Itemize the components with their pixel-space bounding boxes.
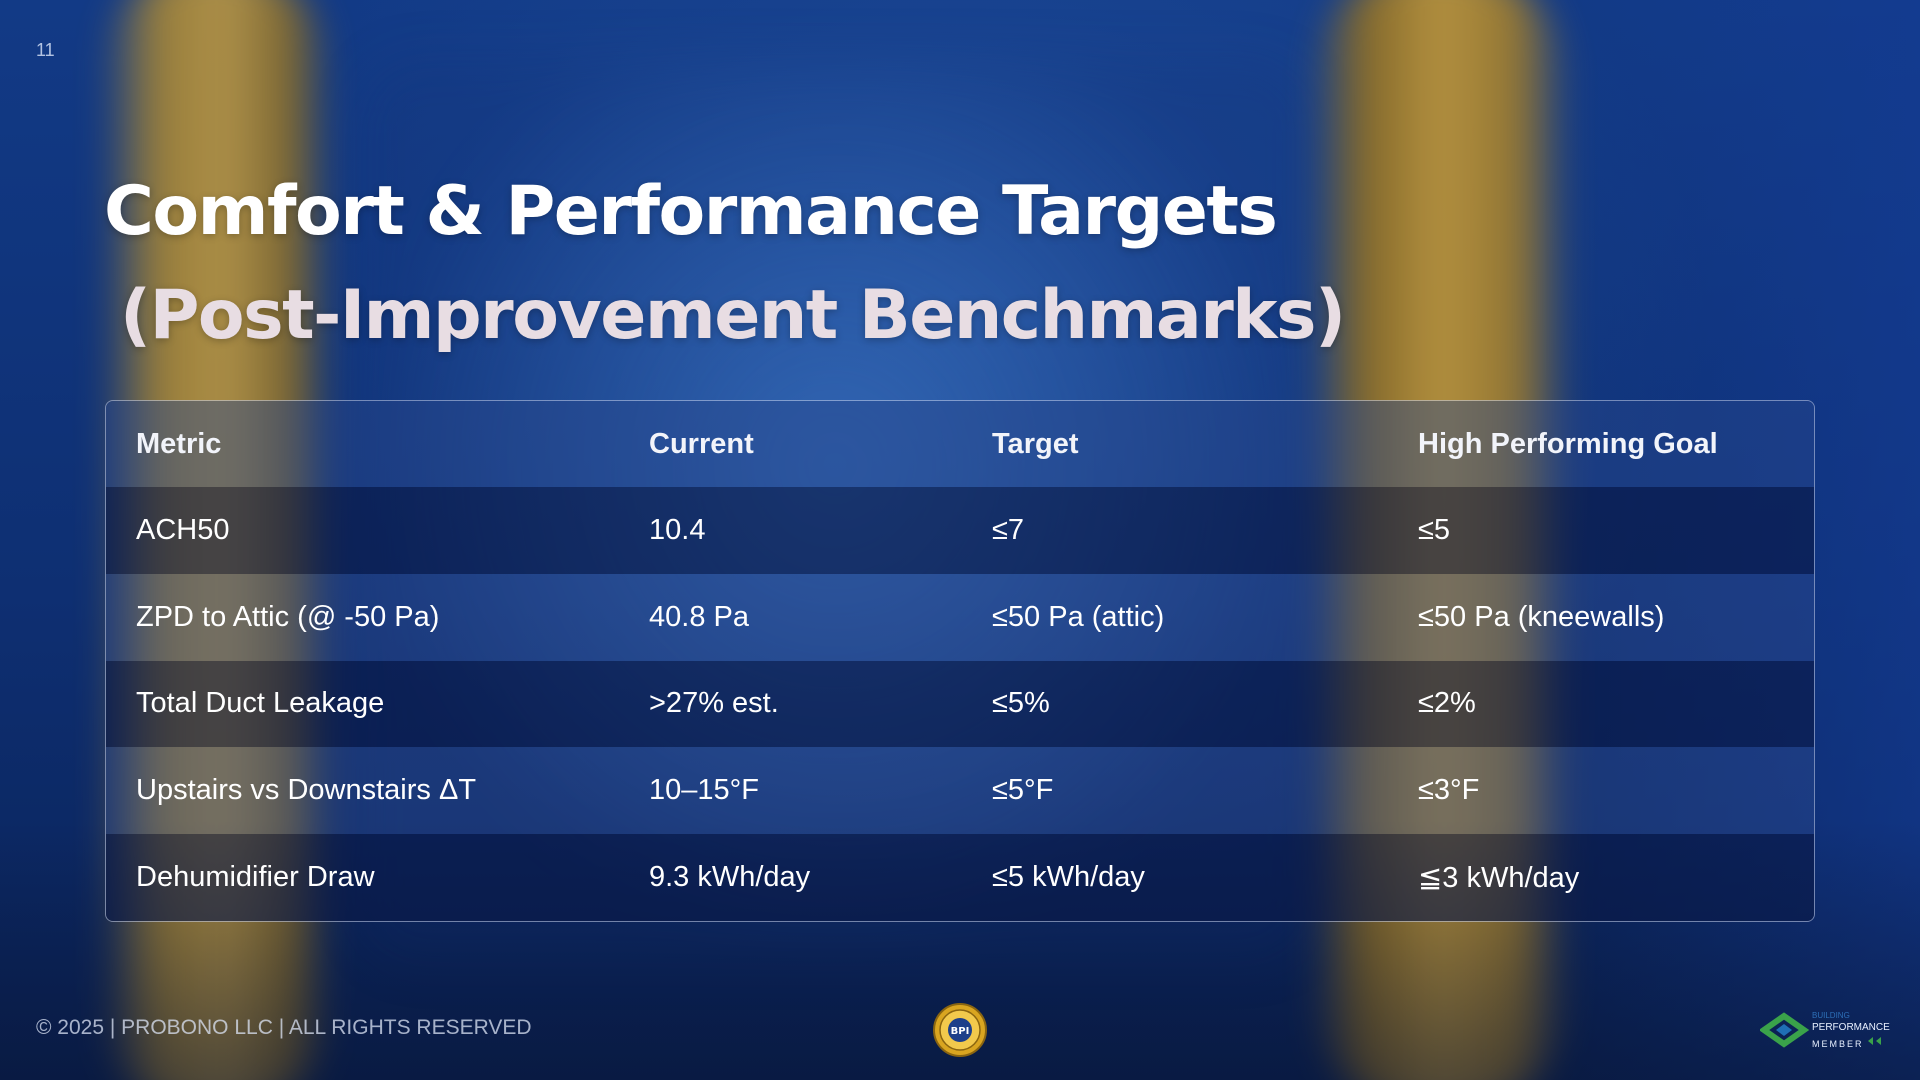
cell-current: 10.4 (619, 487, 962, 574)
slide-number: 11 (36, 40, 55, 60)
footer-copyright: © 2025 | PROBONO LLC | ALL RIGHTS RESERV… (36, 1016, 532, 1039)
slide-title-line1: Comfort & Performance Targets (104, 172, 1278, 251)
cell-goal: ≤50 Pa (kneewalls) (1388, 573, 1814, 661)
svg-text:MEMBER: MEMBER (1812, 1039, 1864, 1049)
table-row: ACH50 10.4 ≤7 ≤5 (106, 487, 1814, 574)
table-row: Dehumidifier Draw 9.3 kWh/day ≤5 kWh/day… (106, 834, 1814, 921)
cell-metric: Total Duct Leakage (106, 660, 619, 748)
cell-current: >27% est. (619, 660, 962, 748)
table-row: Total Duct Leakage >27% est. ≤5% ≤2% (106, 660, 1814, 748)
cell-goal: ≤5 (1388, 487, 1814, 574)
cell-metric: ZPD to Attic (@ -50 Pa) (106, 573, 619, 661)
header-target: Target (962, 401, 1388, 487)
cell-target: ≤7 (962, 487, 1388, 574)
slide-title-line2: (Post-Improvement Benchmarks) (120, 276, 1346, 355)
table-row: Upstairs vs Downstairs ΔT 10–15°F ≤5°F ≤… (106, 747, 1814, 835)
bpi-seal-text: BPI (951, 1026, 970, 1037)
benchmarks-table: Metric Current Target High Performing Go… (105, 400, 1815, 922)
svg-text:BUILDING: BUILDING (1812, 1011, 1850, 1020)
bpi-seal-icon: BPI (932, 1002, 988, 1058)
cell-goal: ≤2% (1388, 660, 1814, 748)
cell-target: ≤50 Pa (attic) (962, 573, 1388, 661)
cell-current: 40.8 Pa (619, 573, 962, 661)
cell-target: ≤5 kWh/day (962, 834, 1388, 921)
cell-target: ≤5°F (962, 747, 1388, 835)
header-metric: Metric (106, 401, 619, 487)
cell-current: 9.3 kWh/day (619, 834, 962, 921)
cell-goal: ≦3 kWh/day (1388, 834, 1814, 921)
table-row: ZPD to Attic (@ -50 Pa) 40.8 Pa ≤50 Pa (… (106, 573, 1814, 661)
cell-metric: Upstairs vs Downstairs ΔT (106, 747, 619, 835)
cell-metric: ACH50 (106, 487, 619, 574)
svg-text:PERFORMANCE: PERFORMANCE (1812, 1022, 1890, 1033)
building-performance-member-logo: BUILDING PERFORMANCE MEMBER (1758, 1006, 1892, 1056)
header-high-performing-goal: High Performing Goal (1388, 401, 1814, 487)
cell-target: ≤5% (962, 660, 1388, 748)
cell-metric: Dehumidifier Draw (106, 834, 619, 921)
table-header-row: Metric Current Target High Performing Go… (106, 401, 1814, 487)
slide-title: Comfort & Performance Targets (Post-Impr… (104, 160, 1404, 368)
cell-goal: ≤3°F (1388, 747, 1814, 835)
header-current: Current (619, 401, 962, 487)
cell-current: 10–15°F (619, 747, 962, 835)
